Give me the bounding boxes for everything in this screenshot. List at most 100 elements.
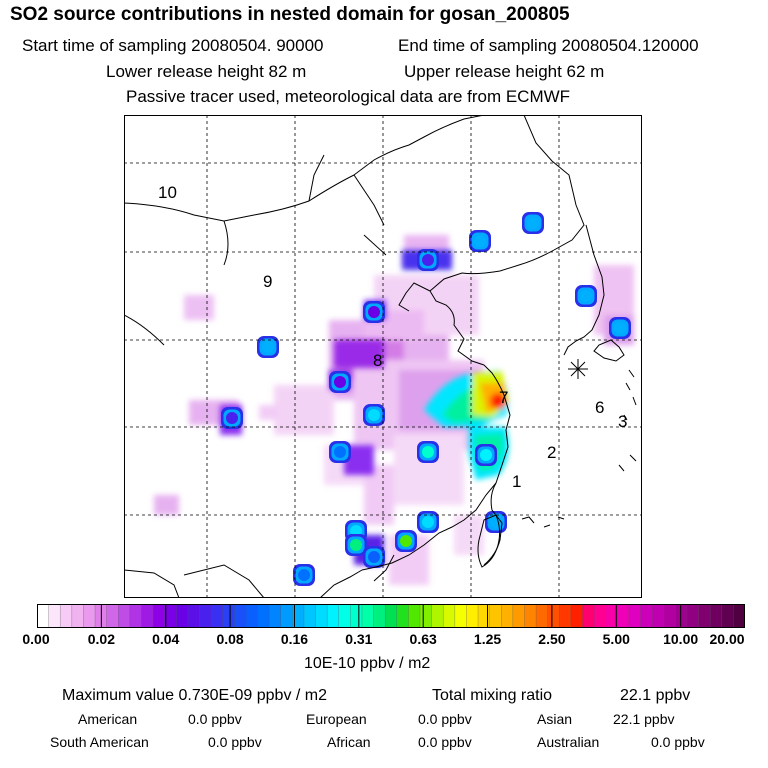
colorbar-cell xyxy=(721,604,734,628)
colorbar-cell xyxy=(361,604,375,628)
colorbar-tick-label: 0.63 xyxy=(409,631,437,647)
total-mixing-label: Total mixing ratio xyxy=(432,687,553,704)
colorbar-cell xyxy=(443,604,456,628)
colorbar-cell xyxy=(478,604,491,628)
source-blob-core xyxy=(368,409,380,421)
colorbar-cell xyxy=(466,604,479,628)
colorbar-cell xyxy=(501,604,514,628)
european-label: European xyxy=(306,711,367,727)
region-label-10: 10 xyxy=(158,183,177,202)
colorbar-cell xyxy=(663,604,676,628)
region-label-7: 7 xyxy=(499,388,508,407)
colorbar-cell xyxy=(164,604,177,628)
colorbar-cell xyxy=(106,604,119,628)
region-label-8: 8 xyxy=(373,351,382,370)
maximum-value: Maximum value 0.730E-09 ppbv / m2 xyxy=(62,687,328,704)
source-blob-core xyxy=(474,235,486,247)
asian-value: 22.1 ppbv xyxy=(613,711,675,727)
source-blobs xyxy=(221,212,631,586)
colorbar-cell xyxy=(315,604,328,628)
african-label: African xyxy=(327,734,371,750)
colorbar-cell xyxy=(512,604,526,628)
colorbar-tick-label: 0.02 xyxy=(87,631,115,647)
source-blob-core xyxy=(368,551,380,563)
colorbar-cell xyxy=(48,604,61,628)
colorbar-tick-label: 10.00 xyxy=(663,631,699,647)
colorbar-cell xyxy=(582,604,595,628)
tracer-note: Passive tracer used, meteorological data… xyxy=(126,87,571,106)
source-blob-core xyxy=(422,254,434,266)
colorbar-cell xyxy=(327,604,340,628)
colorbar-tick-label: 20.00 xyxy=(709,631,745,647)
colorbar-cell xyxy=(617,604,630,628)
lower-release-height: Lower release height 82 m xyxy=(106,62,307,81)
total-mixing-value: 22.1 ppbv xyxy=(620,687,691,704)
colorbar-tick-label: 2.50 xyxy=(538,631,566,647)
colorbar-cell xyxy=(420,604,433,628)
source-blob-core xyxy=(614,322,626,334)
colorbar-cell xyxy=(199,604,212,628)
source-blob-core xyxy=(226,412,238,424)
map-plot: 10 9 8 7 6 3 2 1 xyxy=(124,115,642,598)
region-label-2: 2 xyxy=(547,443,556,462)
chart-title: SO2 source contributions in nested domai… xyxy=(10,4,570,25)
source-blob-core xyxy=(298,569,310,581)
colorbar-cell xyxy=(176,604,189,628)
colorbar-tick-label: 0.00 xyxy=(22,631,50,647)
colorbar-cell xyxy=(605,604,618,628)
source-blob-core xyxy=(400,535,412,547)
colorbar-cell xyxy=(652,604,665,628)
coastlines xyxy=(124,115,637,598)
colorbar-cell xyxy=(303,604,317,628)
colorbar-cell xyxy=(153,604,166,628)
colorbar-cell xyxy=(350,604,363,628)
colorbar-cell xyxy=(83,604,96,628)
african-value: 0.0 ppbv xyxy=(418,734,472,750)
region-label-3: 3 xyxy=(618,412,627,431)
european-value: 0.0 ppbv xyxy=(418,711,472,727)
american-label: American xyxy=(78,711,138,727)
colorbar-cell xyxy=(222,604,235,628)
region-label-9: 9 xyxy=(263,272,272,291)
colorbar-cell xyxy=(60,604,73,628)
source-blob-core xyxy=(262,341,274,353)
colorbar-cell xyxy=(733,604,745,628)
colorbar-tick-label: 1.25 xyxy=(473,631,502,647)
source-blob-core xyxy=(368,306,380,318)
colorbar-cell xyxy=(559,604,572,628)
colorbar-cell xyxy=(234,604,247,628)
colorbar-tick-label: 0.04 xyxy=(152,631,180,647)
source-blob-core xyxy=(480,449,492,461)
colorbar-cell xyxy=(628,604,642,628)
colorbar-cell xyxy=(129,604,143,628)
south-american-label: South American xyxy=(50,734,149,750)
colorbar-cell xyxy=(547,604,560,628)
colorbar-cell xyxy=(373,604,386,628)
upper-release-height: Upper release height 62 m xyxy=(404,62,605,81)
colorbar-tick-label: 0.31 xyxy=(345,631,373,647)
colorbar-cell xyxy=(408,604,421,628)
colorbar-units: 10E-10 ppbv / m2 xyxy=(304,655,431,672)
source-blob-core xyxy=(527,217,539,229)
source-blob-core xyxy=(490,516,502,528)
source-blob-core xyxy=(334,376,346,388)
colorbar-cell xyxy=(141,604,154,628)
colorbar-cell xyxy=(524,604,537,628)
end-time: End time of sampling 20080504.120000 xyxy=(398,36,699,55)
colorbar-tick-label: 0.08 xyxy=(216,631,244,647)
colorbar-cell xyxy=(675,604,688,628)
south-american-value: 0.0 ppbv xyxy=(208,734,262,750)
source-blob-core xyxy=(422,516,434,528)
colorbar-cell xyxy=(118,604,131,628)
colorbar-cell xyxy=(431,604,444,628)
colorbar-cell xyxy=(686,604,700,628)
colorbar-tick-label: 5.00 xyxy=(602,631,630,647)
colorbar-tick-label: 0.16 xyxy=(280,631,309,647)
colorbar-cell xyxy=(710,604,723,628)
grid-lines xyxy=(124,115,642,598)
australian-value: 0.0 ppbv xyxy=(651,734,705,750)
australian-label: Australian xyxy=(537,734,600,750)
colorbar-cell xyxy=(257,604,270,628)
colorbar-cell xyxy=(292,604,305,628)
colorbar xyxy=(37,604,745,628)
